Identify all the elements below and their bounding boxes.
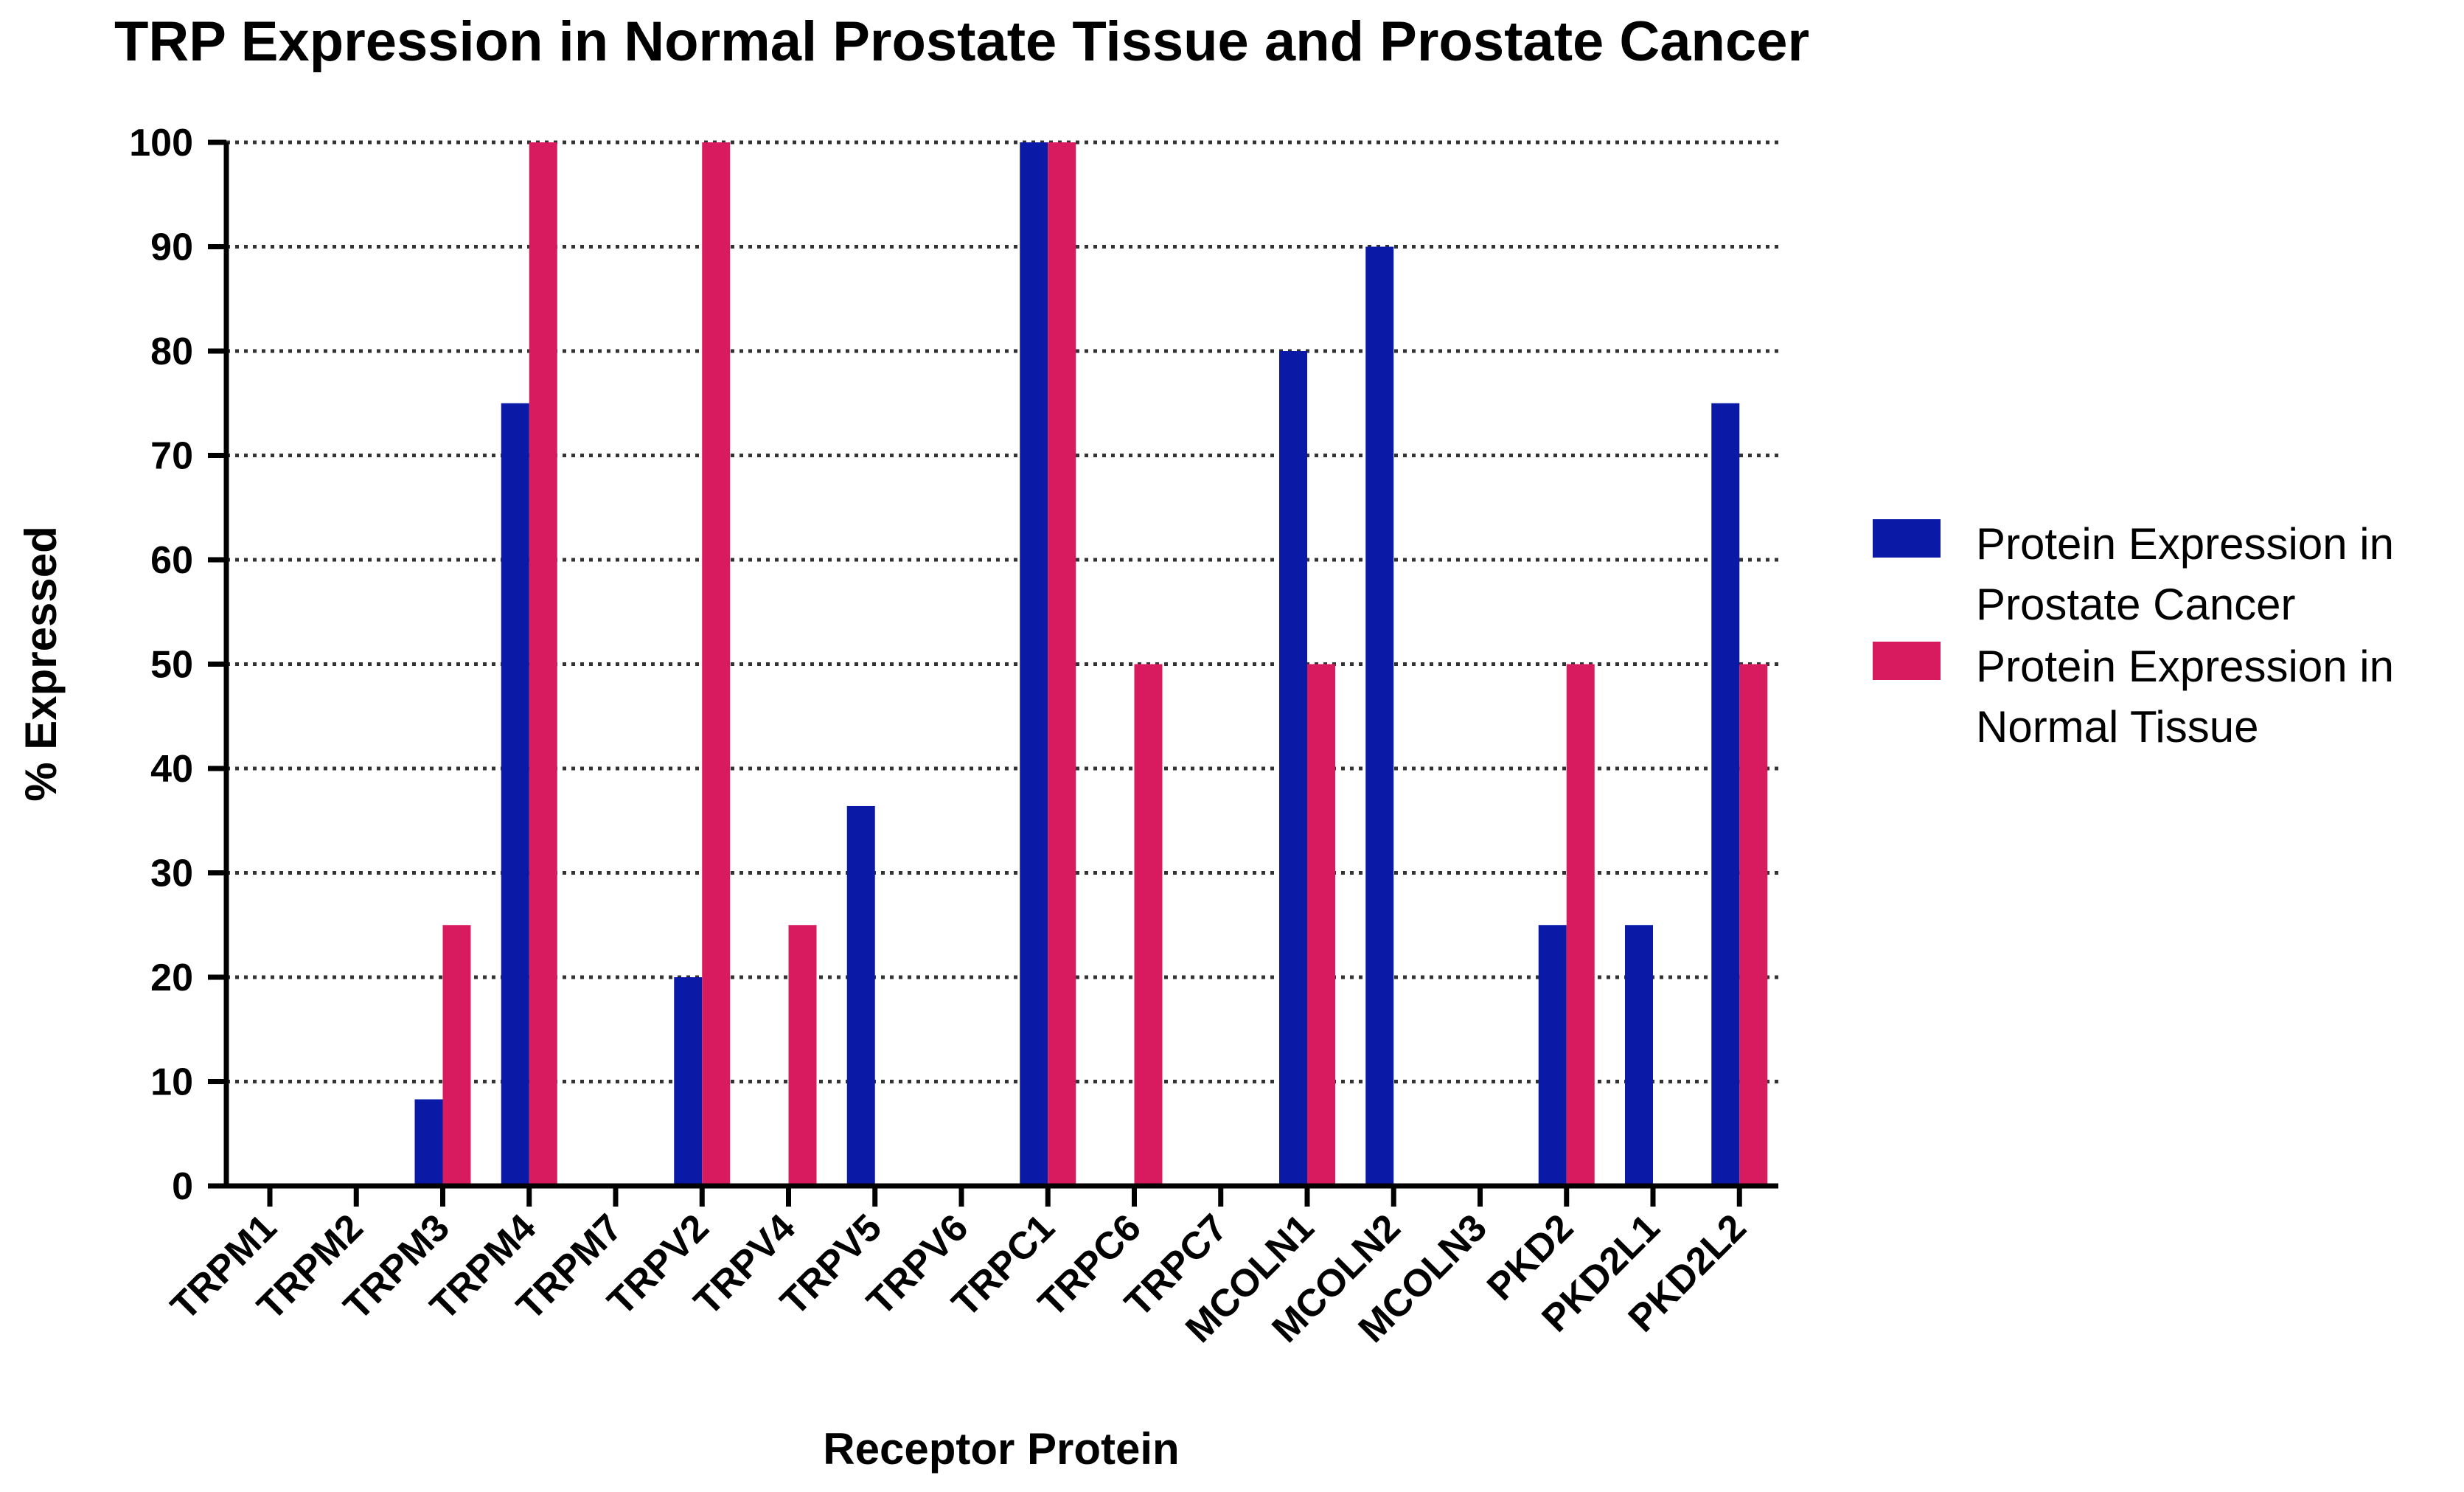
bar-normal-tissue — [1566, 664, 1595, 1186]
bar-normal-tissue — [442, 925, 471, 1186]
bar-prostate-cancer — [1625, 925, 1653, 1186]
bar-normal-tissue — [529, 142, 557, 1186]
bar-prostate-cancer — [1711, 403, 1740, 1186]
bar-normal-tissue — [702, 142, 731, 1186]
bar-prostate-cancer — [674, 977, 703, 1186]
chart-title: TRP Expression in Normal Prostate Tissue… — [114, 10, 1809, 73]
y-tick-label: 0 — [172, 1165, 193, 1208]
legend-swatch-normal — [1873, 642, 1941, 680]
bar-prostate-cancer — [1365, 246, 1394, 1186]
y-tick-label: 20 — [150, 957, 193, 999]
bar-prostate-cancer — [1538, 925, 1567, 1186]
legend-label-cancer-line1: Protein Expression in — [1976, 519, 2394, 569]
bar-normal-tissue — [1307, 664, 1335, 1186]
y-tick-label: 30 — [150, 853, 193, 895]
bar-prostate-cancer — [1020, 142, 1048, 1186]
bar-prostate-cancer — [1279, 351, 1307, 1186]
x-ticks: TRPM1TRPM2TRPM3TRPM4TRPM7TRPV2TRPV4TRPV5… — [163, 1186, 1755, 1351]
bar-prostate-cancer — [414, 1099, 443, 1186]
x-axis-label: Receptor Protein — [823, 1424, 1179, 1474]
y-ticks: 0 10 20 30 40 50 60 70 80 90 100 — [129, 122, 226, 1208]
gridlines — [226, 140, 1778, 1083]
bar-normal-tissue — [1134, 664, 1163, 1186]
y-tick-label: 100 — [129, 122, 193, 164]
legend: Protein Expression in Prostate Cancer Pr… — [1873, 519, 2394, 752]
legend-swatch-cancer — [1873, 519, 1941, 558]
y-tick-label: 90 — [150, 226, 193, 269]
y-axis-label: % Expressed — [16, 526, 66, 802]
bar-prostate-cancer — [846, 805, 875, 1186]
bar-normal-tissue — [1048, 142, 1076, 1186]
y-tick-label: 50 — [150, 644, 193, 687]
bar-normal-tissue — [788, 925, 817, 1186]
legend-label-normal-line1: Protein Expression in — [1976, 642, 2394, 691]
bars — [414, 142, 1768, 1186]
bar-prostate-cancer — [501, 403, 529, 1186]
legend-label-normal-line2: Normal Tissue — [1976, 702, 2258, 752]
bar-normal-tissue — [1739, 664, 1768, 1186]
legend-label-cancer-line2: Prostate Cancer — [1976, 580, 2296, 629]
y-tick-label: 60 — [150, 539, 193, 582]
y-tick-label: 80 — [150, 330, 193, 373]
y-tick-label: 70 — [150, 435, 193, 478]
y-tick-label: 10 — [150, 1061, 193, 1104]
y-tick-label: 40 — [150, 748, 193, 791]
